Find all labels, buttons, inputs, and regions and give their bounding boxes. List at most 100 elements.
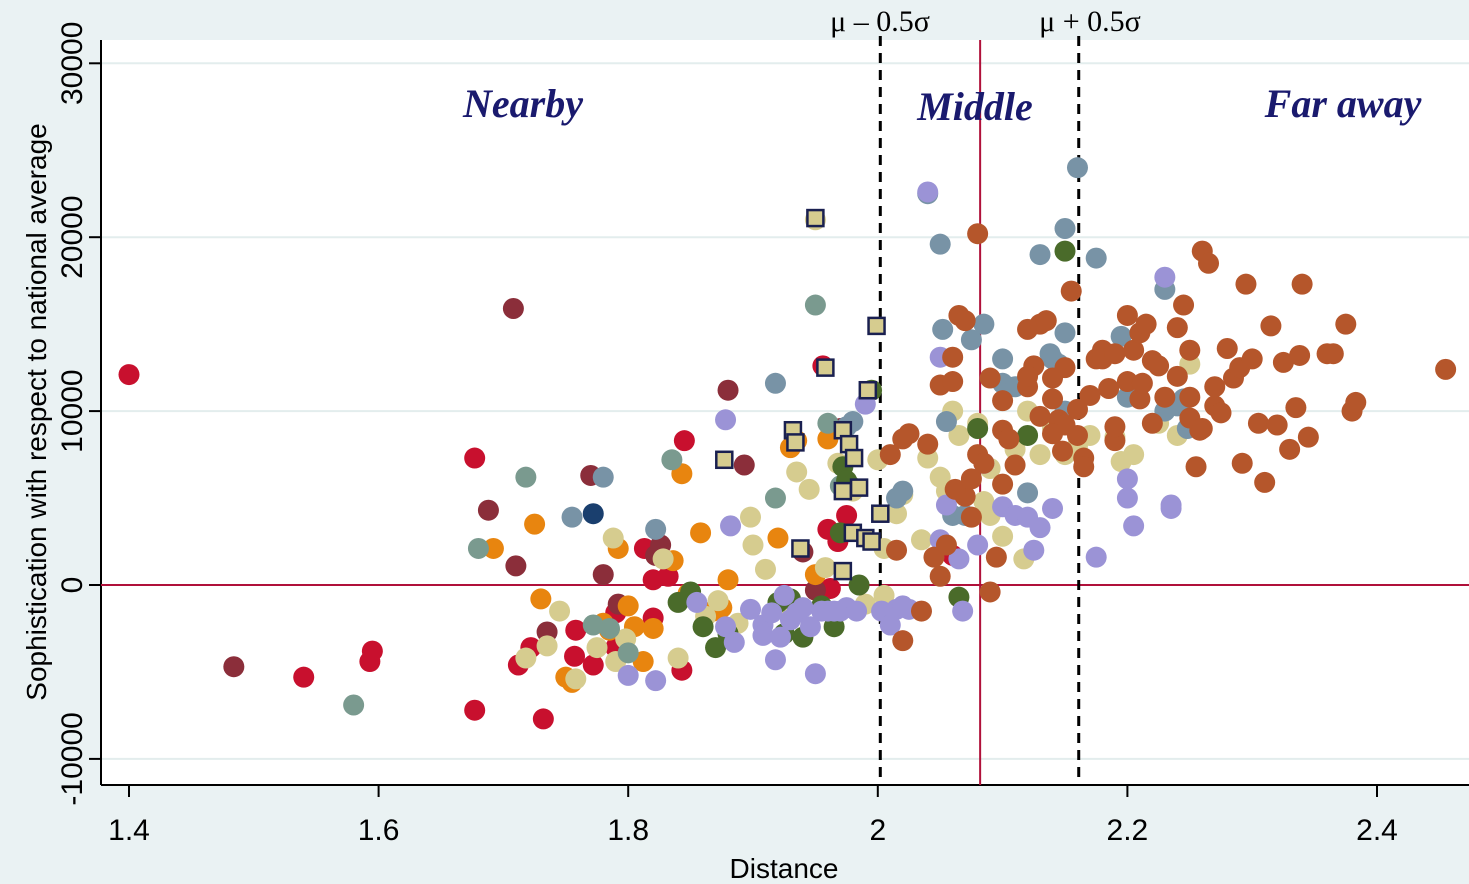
point-khaki-28 xyxy=(910,529,932,551)
point-olive-2 xyxy=(692,616,714,638)
point-khaki-6 xyxy=(602,527,624,549)
point-lavender-6 xyxy=(723,631,745,653)
point-gray_green-1 xyxy=(467,537,489,559)
point-brown-73 xyxy=(1297,426,1319,448)
point-slate-11 xyxy=(935,411,957,433)
point-lavender-3 xyxy=(715,616,737,638)
point-brown-99 xyxy=(1191,417,1213,439)
point-brown-51 xyxy=(1185,456,1207,478)
point-brown-84 xyxy=(944,478,966,500)
lower-bound-label: μ – 0.5σ xyxy=(830,5,930,38)
point-slate-18 xyxy=(1029,244,1051,266)
point-brown-71 xyxy=(1289,344,1311,366)
y-tick-label-2: 10000 xyxy=(56,369,89,452)
point-brown-38 xyxy=(1104,416,1126,438)
point-maroon-11 xyxy=(733,454,755,476)
square-point-6 xyxy=(786,433,805,452)
point-brown-40 xyxy=(1123,339,1145,361)
point-khaki-13 xyxy=(740,506,762,528)
square-point-1 xyxy=(867,316,886,336)
point-slate-17 xyxy=(1017,482,1039,504)
point-khaki-9 xyxy=(667,647,689,669)
point-brown-6 xyxy=(942,346,964,368)
point-brown-92 xyxy=(1066,398,1088,420)
point-brown-87 xyxy=(992,473,1014,495)
point-lavender-46 xyxy=(1123,515,1145,537)
x-tick-label-5: 2.4 xyxy=(1356,814,1398,847)
point-lavender-11 xyxy=(764,649,786,671)
point-crimson-0 xyxy=(118,364,140,386)
point-brown-18 xyxy=(992,390,1014,412)
point-khaki-33 xyxy=(948,424,970,446)
point-brown-80 xyxy=(892,630,914,652)
point-brown-16 xyxy=(985,546,1007,568)
point-crimson-1 xyxy=(293,666,315,688)
point-brown-63 xyxy=(1241,348,1263,370)
point-khaki-17 xyxy=(786,461,808,483)
point-brown-7 xyxy=(942,371,964,393)
point-khaki-43 xyxy=(1029,444,1051,466)
point-brown-66 xyxy=(1260,315,1282,337)
point-orange-2 xyxy=(530,588,552,610)
point-orange-13 xyxy=(690,522,712,544)
point-brown-68 xyxy=(1272,351,1294,373)
point-gray_green-7 xyxy=(764,487,786,509)
point-khaki-14 xyxy=(742,534,764,556)
point-brown-86 xyxy=(979,367,1001,389)
point-slate-13 xyxy=(973,313,995,335)
point-gray_green-6 xyxy=(661,449,683,471)
point-maroon-6 xyxy=(592,564,614,586)
point-lavender-40 xyxy=(1023,539,1045,561)
point-brown-58 xyxy=(1216,337,1238,359)
square-point-12 xyxy=(871,504,890,523)
point-brown-20 xyxy=(1004,454,1026,476)
point-olive-14 xyxy=(848,574,870,596)
point-olive-16 xyxy=(967,417,989,439)
point-lavender-47 xyxy=(1154,266,1176,288)
square-point-16 xyxy=(862,532,881,551)
point-lavender-13 xyxy=(773,584,795,606)
point-orange-16 xyxy=(717,569,739,591)
point-brown-2 xyxy=(898,423,920,445)
point-brown-47 xyxy=(1154,386,1176,408)
point-khaki-0 xyxy=(515,647,537,669)
point-brown-14 xyxy=(973,452,995,474)
point-olive-17 xyxy=(1017,424,1039,446)
point-brown-101 xyxy=(1042,423,1064,445)
point-brown-96 xyxy=(1131,372,1153,394)
point-brown-103 xyxy=(886,539,908,561)
point-brown-48 xyxy=(1166,317,1188,339)
point-slate-12 xyxy=(960,329,982,351)
point-orange-21 xyxy=(817,428,839,450)
point-slate-15 xyxy=(992,348,1014,370)
point-brown-57 xyxy=(1210,402,1232,424)
point-crimson-5 xyxy=(464,699,486,721)
point-lavender-7 xyxy=(740,598,762,620)
point-crimson-23 xyxy=(836,504,858,526)
point-khaki-39 xyxy=(992,525,1014,547)
point-slate-33 xyxy=(1054,322,1076,344)
point-brown-79 xyxy=(1435,358,1457,380)
point-lavender-18 xyxy=(804,663,826,685)
point-brown-85 xyxy=(960,506,982,528)
point-brown-56 xyxy=(1204,376,1226,398)
point-lavender-32 xyxy=(935,494,957,516)
point-brown-41 xyxy=(1129,388,1151,410)
point-khaki-2 xyxy=(549,600,571,622)
point-maroon-1 xyxy=(502,297,524,319)
point-slate-3 xyxy=(764,372,786,394)
point-lavender-0 xyxy=(617,664,639,686)
point-brown-94 xyxy=(1104,343,1126,365)
region-label-far-away: Far away xyxy=(1264,81,1422,126)
x-tick-label-1: 1.6 xyxy=(358,814,400,847)
point-lavender-45 xyxy=(1116,487,1138,509)
point-crimson-6 xyxy=(532,708,554,730)
point-brown-19 xyxy=(998,428,1020,450)
x-tick-label-0: 1.4 xyxy=(108,814,150,847)
point-crimson-4 xyxy=(464,447,486,469)
point-brown-64 xyxy=(1247,412,1269,434)
point-brown-26 xyxy=(1042,388,1064,410)
point-brown-90 xyxy=(1052,440,1074,462)
point-slate-0 xyxy=(561,506,583,528)
y-tick-label-0: -10000 xyxy=(56,712,89,805)
